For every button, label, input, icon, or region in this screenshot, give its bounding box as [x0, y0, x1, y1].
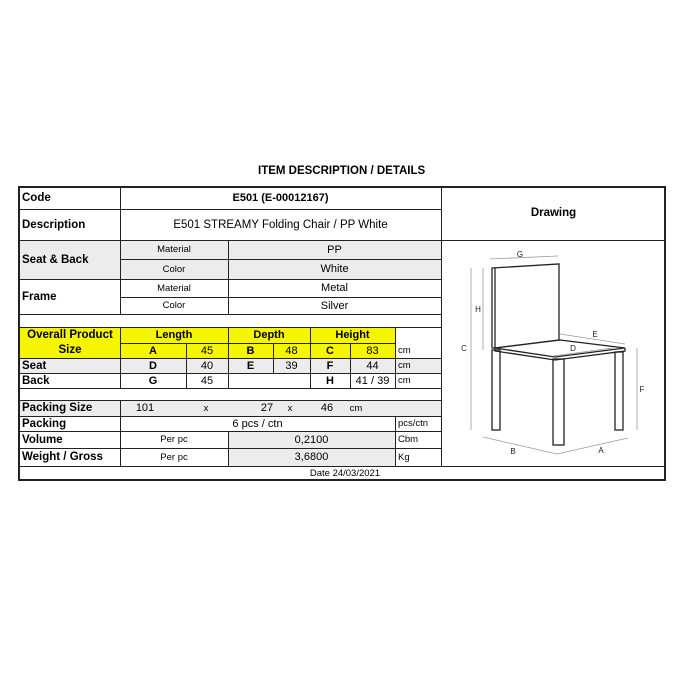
chair-backrest: [491, 263, 560, 349]
packing-unit: pcs/ctn: [398, 418, 429, 429]
highlight-size-header: [20, 327, 395, 358]
packing-x1: x: [203, 402, 209, 414]
dim-f: F: [326, 359, 334, 372]
packing-x2: x: [287, 402, 293, 414]
overall-unit: cm: [396, 343, 441, 358]
dim-a-value: 45: [200, 344, 214, 357]
dim-b-value: 48: [285, 344, 298, 357]
seat-label: Seat: [22, 359, 47, 372]
code-label: Code: [22, 191, 51, 204]
dim-h: H: [326, 374, 334, 387]
dim-e-value: 39: [285, 359, 298, 372]
packing-width: 27: [260, 402, 274, 414]
seat-back-color-label: Color: [162, 263, 186, 275]
dim-b: B: [246, 344, 255, 357]
dim-e: E: [246, 359, 255, 372]
weight-unit: Kg: [398, 451, 410, 463]
dim-label-h: H: [475, 305, 481, 314]
chair-leg: [552, 358, 565, 446]
dim-g-value: 45: [200, 374, 214, 387]
drawing-header: Drawing: [530, 207, 577, 219]
dim-f-value: 44: [366, 359, 379, 372]
dim-label-e: E: [592, 330, 597, 339]
frame-material-label: Material: [157, 282, 191, 294]
back-unit: cm: [398, 375, 411, 386]
height-header: Height: [335, 329, 370, 341]
packing-height: 46: [320, 402, 334, 414]
shade-volume: [228, 431, 395, 448]
chair-drawing: G H C E D F B A: [461, 250, 645, 456]
packing-size-unit: cm: [349, 402, 363, 414]
volume-label: Volume: [22, 433, 63, 446]
dim-label-a: A: [598, 446, 604, 455]
chair-leg: [491, 349, 501, 431]
dim-label-c: C: [461, 344, 467, 353]
overall-size-label: Overall Product Size: [27, 328, 113, 356]
frame-label: Frame: [22, 290, 57, 303]
weight-label: Weight / Gross: [22, 451, 103, 463]
frame-color-label: Color: [162, 300, 186, 311]
weight-per: Per pc: [160, 451, 188, 463]
shade-weight: [228, 448, 395, 466]
volume-value: 0,2100: [294, 433, 329, 446]
dim-d: D: [149, 359, 157, 372]
spec-table: [18, 186, 666, 481]
description-label: Description: [22, 218, 86, 231]
dim-c: C: [326, 344, 334, 357]
date: Date 24/03/2021: [309, 468, 381, 479]
frame-material: Metal: [321, 282, 348, 294]
packing-length: 101: [135, 402, 155, 414]
dim-a: A: [149, 344, 157, 357]
dim-d-value: 40: [200, 359, 214, 372]
dim-g: G: [148, 374, 158, 387]
seat-back-material-label: Material: [157, 244, 191, 255]
description-value: E501 STREAMY Folding Chair / PP White: [173, 218, 388, 231]
dim-h-value: 41 / 39: [355, 374, 390, 387]
seat-back-material: PP: [327, 243, 342, 256]
seat-back-label: Seat & Back: [22, 253, 89, 266]
dim-label-f: F: [640, 385, 645, 394]
shade-packing-size: [20, 400, 441, 416]
packing-size-label: Packing Size: [22, 402, 93, 414]
dim-label-d: D: [570, 344, 576, 353]
dim-c-value: 83: [366, 344, 379, 357]
volume-per: Per pc: [160, 434, 188, 445]
length-header: Length: [155, 329, 193, 341]
seat-unit: cm: [398, 360, 411, 371]
depth-header: Depth: [253, 329, 285, 341]
dim-label-g: G: [517, 250, 523, 259]
code-value: E501 (E-00012167): [232, 191, 329, 204]
back-label: Back: [22, 374, 50, 387]
packing-value: 6 pcs / ctn: [232, 417, 283, 430]
seat-back-color: White: [320, 263, 349, 275]
packing-label: Packing: [22, 417, 67, 430]
chair-leg: [614, 351, 624, 431]
frame-color: Silver: [320, 299, 349, 312]
shade-seat-row: [20, 358, 441, 373]
volume-unit: Cbm: [398, 434, 419, 445]
dim-label-b: B: [510, 447, 515, 456]
weight-value: 3,6800: [294, 451, 329, 463]
page-title: ITEM DESCRIPTION / DETAILS: [258, 165, 426, 177]
